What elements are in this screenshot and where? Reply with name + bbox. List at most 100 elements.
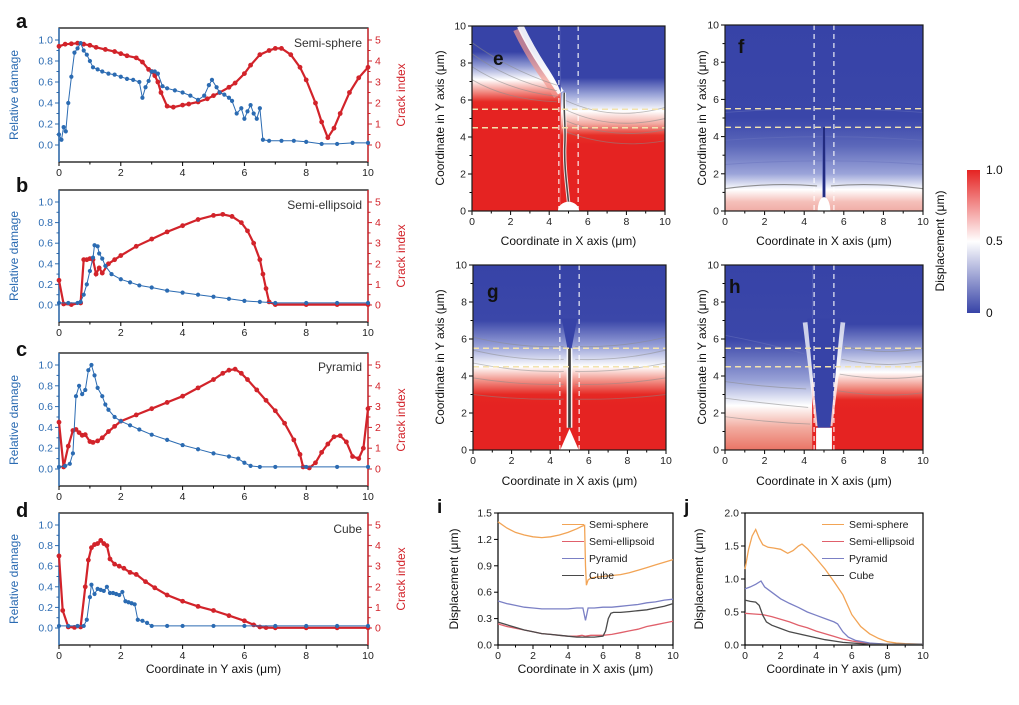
svg-text:4: 4 bbox=[180, 650, 186, 662]
svg-text:4: 4 bbox=[813, 650, 819, 662]
svg-text:4: 4 bbox=[180, 327, 186, 339]
legend-item-pyramid: Pyramid bbox=[562, 550, 654, 567]
legend-swatch bbox=[562, 524, 584, 525]
svg-text:10: 10 bbox=[362, 327, 374, 339]
heatmap-g-field bbox=[473, 265, 666, 450]
heatmap-h-field bbox=[725, 265, 923, 450]
panel-d-yright-label: Crack index bbox=[394, 547, 408, 611]
svg-text:8: 8 bbox=[303, 327, 309, 339]
svg-text:4: 4 bbox=[375, 217, 381, 229]
legend-item-pyramid: Pyramid bbox=[822, 550, 914, 567]
svg-text:8: 8 bbox=[880, 455, 886, 467]
heatmap-f-field bbox=[725, 25, 923, 211]
svg-text:8: 8 bbox=[460, 58, 466, 70]
legend-label: Semi-ellipsoid bbox=[589, 535, 655, 548]
panel-j-legend: Semi-sphere Semi-ellipsoid Pyramid Cube bbox=[822, 516, 914, 584]
svg-text:0.8: 0.8 bbox=[38, 380, 53, 392]
legend-swatch bbox=[562, 575, 584, 576]
svg-text:0: 0 bbox=[460, 206, 466, 218]
svg-text:0.4: 0.4 bbox=[38, 422, 53, 434]
svg-text:4: 4 bbox=[713, 371, 719, 383]
legend-swatch bbox=[562, 541, 584, 542]
svg-text:6: 6 bbox=[586, 455, 592, 467]
panel-i-yaxis-title: Displacement (μm) bbox=[447, 528, 461, 630]
svg-text:10: 10 bbox=[707, 260, 719, 272]
panel-b-yright-label: Crack index bbox=[394, 224, 408, 288]
svg-text:8: 8 bbox=[884, 650, 890, 662]
svg-text:0.6: 0.6 bbox=[38, 238, 53, 250]
svg-text:2: 2 bbox=[530, 650, 536, 662]
svg-text:0: 0 bbox=[722, 216, 728, 228]
panel-letter-f: f bbox=[738, 37, 745, 58]
svg-text:6: 6 bbox=[841, 455, 847, 467]
svg-text:10: 10 bbox=[659, 216, 671, 228]
svg-text:10: 10 bbox=[455, 260, 467, 272]
svg-text:0.0: 0.0 bbox=[724, 640, 739, 652]
legend-item-cube: Cube bbox=[822, 567, 914, 584]
svg-text:2: 2 bbox=[762, 455, 768, 467]
svg-text:8: 8 bbox=[623, 216, 629, 228]
panel-a-yleft-label: Relative damage bbox=[7, 49, 21, 141]
svg-text:4: 4 bbox=[375, 56, 381, 68]
svg-text:4: 4 bbox=[547, 455, 553, 467]
svg-text:10: 10 bbox=[917, 650, 929, 662]
svg-text:10: 10 bbox=[707, 20, 719, 32]
legend-label: Cube bbox=[849, 569, 875, 582]
svg-text:0: 0 bbox=[375, 464, 381, 476]
panel-letter-d: d bbox=[16, 500, 29, 522]
colorbar-label: Displacement (μm) bbox=[933, 190, 947, 292]
panel-letter-a: a bbox=[16, 11, 28, 33]
panel-f-yaxis-title: Coordinate in Y axis (μm) bbox=[695, 50, 709, 186]
svg-text:0.0: 0.0 bbox=[477, 640, 492, 652]
legend-label: Semi-ellipsoid bbox=[849, 535, 915, 548]
panel-c-title: Pyramid bbox=[317, 360, 362, 374]
svg-text:0.3: 0.3 bbox=[477, 613, 492, 625]
panel-c-yright-label: Crack index bbox=[394, 388, 408, 452]
svg-text:2.0: 2.0 bbox=[724, 508, 739, 520]
svg-text:0.2: 0.2 bbox=[38, 443, 53, 455]
svg-text:2: 2 bbox=[375, 422, 381, 434]
svg-text:2: 2 bbox=[713, 168, 719, 180]
legend-label: Cube bbox=[589, 569, 615, 582]
panel-f-xaxis-title: Coordinate in X axis (μm) bbox=[756, 234, 892, 248]
svg-text:0: 0 bbox=[742, 650, 748, 662]
legend-swatch bbox=[822, 558, 844, 559]
panel-letter-h: h bbox=[729, 277, 741, 298]
legend-item-semi-sphere: Semi-sphere bbox=[562, 516, 654, 533]
svg-text:2: 2 bbox=[460, 169, 466, 181]
svg-text:1.0: 1.0 bbox=[38, 35, 53, 47]
svg-text:6: 6 bbox=[849, 650, 855, 662]
svg-text:1: 1 bbox=[375, 602, 381, 614]
svg-text:0: 0 bbox=[375, 623, 381, 635]
svg-text:0.0: 0.0 bbox=[38, 140, 53, 152]
svg-text:6: 6 bbox=[241, 491, 247, 503]
svg-text:2: 2 bbox=[713, 408, 719, 420]
panel-i-legend: Semi-sphere Semi-ellipsoid Pyramid Cube bbox=[562, 516, 654, 584]
panel-b-title: Semi-ellipsoid bbox=[287, 198, 362, 212]
legend-item-semi-ellipsoid: Semi-ellipsoid bbox=[562, 533, 654, 550]
svg-text:4: 4 bbox=[375, 380, 381, 392]
svg-text:10: 10 bbox=[362, 167, 374, 179]
svg-text:0.4: 0.4 bbox=[38, 581, 53, 593]
svg-text:5: 5 bbox=[375, 197, 381, 209]
svg-text:1.0: 1.0 bbox=[38, 197, 53, 209]
svg-text:10: 10 bbox=[660, 455, 672, 467]
svg-text:0: 0 bbox=[375, 140, 381, 152]
svg-text:1.5: 1.5 bbox=[477, 508, 492, 520]
svg-text:0.5: 0.5 bbox=[724, 607, 739, 619]
svg-text:0: 0 bbox=[56, 491, 62, 503]
svg-text:0.2: 0.2 bbox=[38, 602, 53, 614]
svg-text:1.0: 1.0 bbox=[38, 360, 53, 372]
legend-item-cube: Cube bbox=[562, 567, 654, 584]
svg-text:2: 2 bbox=[118, 167, 124, 179]
legend-label: Pyramid bbox=[589, 552, 628, 565]
svg-text:6: 6 bbox=[241, 327, 247, 339]
colorbar-tick-mid: 0.5 bbox=[986, 234, 1003, 248]
colorbar-tick-max: 1.0 bbox=[986, 163, 1003, 177]
panel-letter-g: g bbox=[487, 282, 499, 303]
panel-b-yleft-label: Relative damage bbox=[7, 210, 21, 302]
svg-text:10: 10 bbox=[362, 491, 374, 503]
svg-text:0: 0 bbox=[461, 445, 467, 457]
svg-text:1.5: 1.5 bbox=[724, 541, 739, 553]
